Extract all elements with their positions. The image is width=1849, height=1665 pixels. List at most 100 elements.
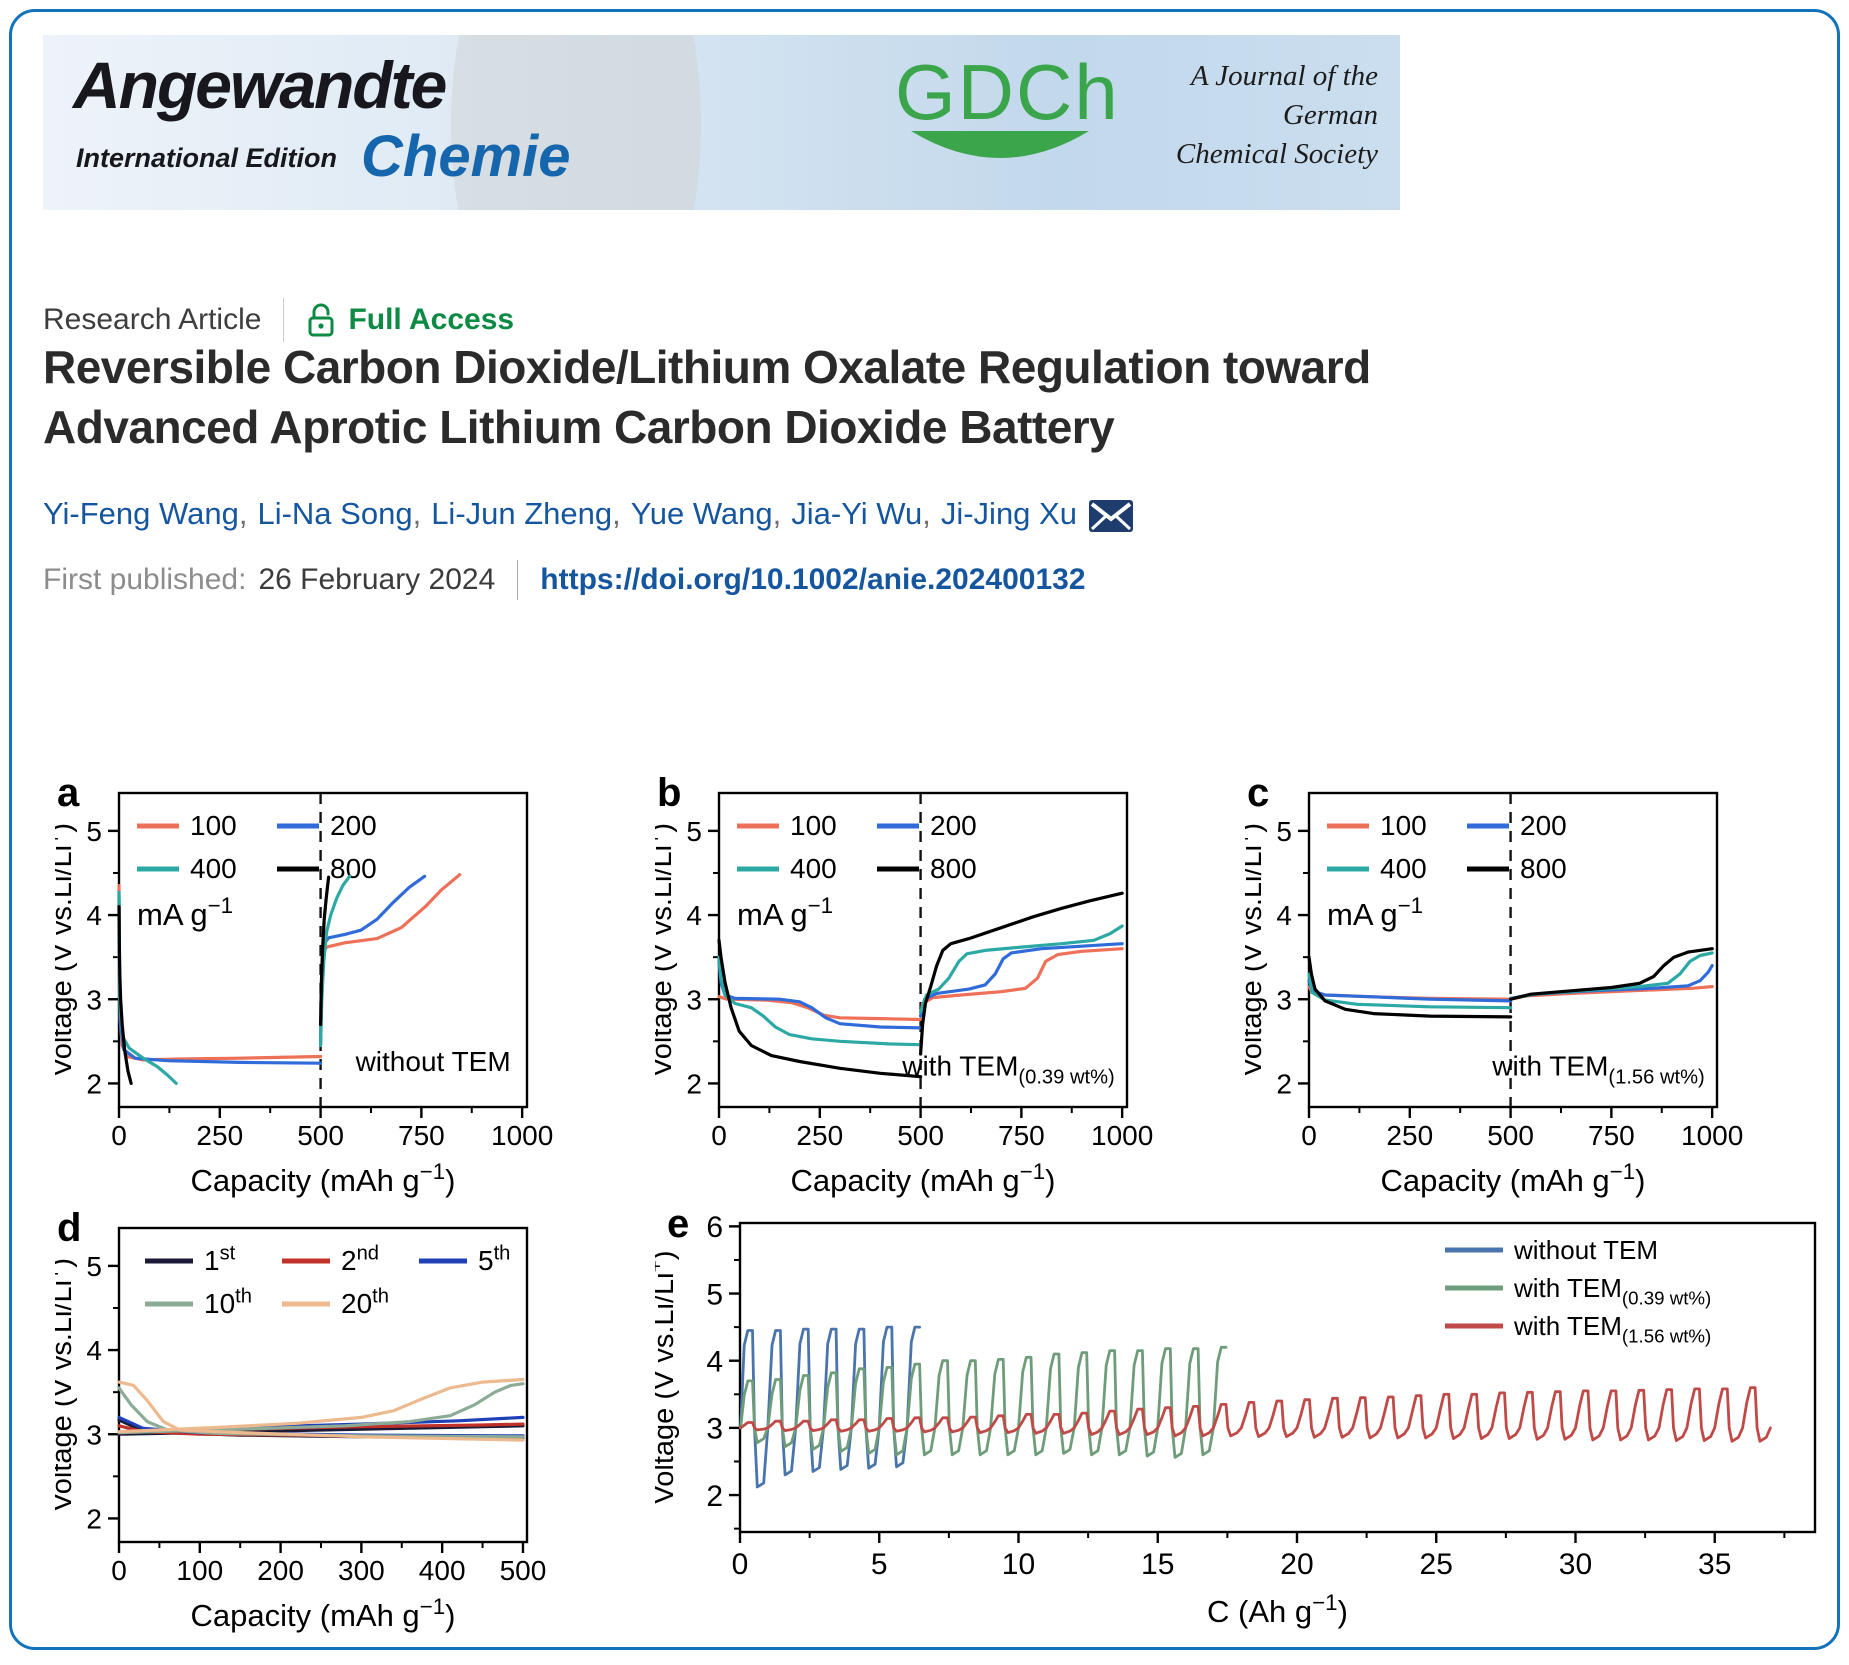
svg-text:without TEM: without TEM bbox=[1513, 1235, 1658, 1265]
svg-text:1st: 1st bbox=[204, 1242, 236, 1276]
open-lock-icon bbox=[308, 303, 334, 337]
svg-text:250: 250 bbox=[196, 1120, 243, 1151]
svg-text:500: 500 bbox=[897, 1120, 944, 1151]
svg-text:Voltage (V vs.Li/Li+): Voltage (V vs.Li/Li+) bbox=[55, 823, 78, 1077]
svg-text:Voltage (V vs.Li/Li+): Voltage (V vs.Li/Li+) bbox=[655, 823, 678, 1077]
svg-text:e: e bbox=[667, 1202, 689, 1246]
article-meta-row: Research Article Full Access bbox=[43, 296, 514, 344]
svg-text:C (Ah g−1): C (Ah g−1) bbox=[1207, 1590, 1348, 1629]
svg-text:200: 200 bbox=[330, 810, 377, 841]
author-separator: , bbox=[238, 496, 248, 531]
svg-text:mA g−1: mA g−1 bbox=[737, 893, 833, 932]
svg-text:4: 4 bbox=[86, 900, 102, 931]
svg-text:with TEM(0.39 wt%): with TEM(0.39 wt%) bbox=[901, 1051, 1115, 1089]
divider bbox=[283, 298, 285, 342]
gdch-arc-icon bbox=[911, 131, 1089, 158]
article-type-label: Research Article bbox=[43, 303, 262, 336]
chart-panel-a: a 0 250 500 750 1000 2 3 4 5 Capacity (mAh g−1) Vol… bbox=[42, 760, 655, 1205]
doi-link[interactable]: https://doi.org/10.1002/anie.202400132 bbox=[540, 563, 1086, 596]
svg-text:5: 5 bbox=[1276, 816, 1292, 847]
chart-panel-c: c 0 250 500 750 1000 2 3 4 5 Capacity (mAh g−1) Vol… bbox=[1232, 760, 1845, 1205]
svg-text:0: 0 bbox=[1301, 1120, 1317, 1151]
author-separator: , bbox=[922, 496, 931, 531]
svg-text:3: 3 bbox=[86, 984, 102, 1015]
svg-text:5: 5 bbox=[871, 1548, 888, 1581]
svg-text:0: 0 bbox=[732, 1548, 749, 1581]
journal-logo-angewandte: Angewandte bbox=[73, 48, 447, 122]
svg-text:30: 30 bbox=[1559, 1548, 1592, 1581]
svg-text:500: 500 bbox=[1487, 1120, 1534, 1151]
svg-text:with TEM(0.39 wt%): with TEM(0.39 wt%) bbox=[1513, 1273, 1711, 1308]
author-link[interactable]: Yue Wang bbox=[630, 496, 773, 531]
svg-text:Capacity (mAh g−1): Capacity (mAh g−1) bbox=[1381, 1159, 1646, 1198]
journal-tagline: A Journal of the German Chemical Society bbox=[1133, 57, 1378, 174]
author-link[interactable]: Li-Jun Zheng bbox=[431, 496, 613, 531]
journal-tagline-line: Chemical Society bbox=[1175, 138, 1378, 171]
svg-text:250: 250 bbox=[1386, 1120, 1433, 1151]
svg-text:400: 400 bbox=[790, 853, 837, 884]
svg-text:0: 0 bbox=[111, 1555, 127, 1586]
svg-text:200: 200 bbox=[1520, 810, 1567, 841]
journal-logo-chemie: Chemie bbox=[361, 124, 571, 189]
svg-text:300: 300 bbox=[338, 1555, 385, 1586]
author-link[interactable]: Ji-Jing Xu bbox=[940, 496, 1077, 531]
svg-text:Capacity (mAh g−1): Capacity (mAh g−1) bbox=[191, 1159, 456, 1198]
svg-text:800: 800 bbox=[330, 853, 377, 884]
author-separator: , bbox=[612, 496, 621, 531]
svg-text:20th: 20th bbox=[341, 1285, 389, 1319]
published-date: 26 February 2024 bbox=[258, 563, 496, 596]
svg-text:400: 400 bbox=[190, 853, 237, 884]
svg-text:1000: 1000 bbox=[1091, 1120, 1153, 1151]
svg-text:250: 250 bbox=[796, 1120, 843, 1151]
journal-banner[interactable]: Angewandte International Edition Chemie … bbox=[43, 35, 1400, 210]
svg-text:2: 2 bbox=[686, 1069, 702, 1100]
access-status: Full Access bbox=[306, 301, 514, 339]
svg-text:4: 4 bbox=[686, 900, 702, 931]
svg-text:100: 100 bbox=[176, 1555, 223, 1586]
journal-tagline-line: A Journal of the bbox=[1190, 60, 1378, 92]
svg-text:Capacity (mAh g−1): Capacity (mAh g−1) bbox=[191, 1594, 456, 1633]
svg-text:3: 3 bbox=[1276, 984, 1292, 1015]
author-separator: , bbox=[772, 496, 782, 531]
svg-text:400: 400 bbox=[419, 1555, 466, 1586]
svg-text:b: b bbox=[657, 771, 681, 815]
gdch-logo-text: GDCh bbox=[895, 48, 1120, 136]
svg-text:2: 2 bbox=[86, 1504, 102, 1535]
chart-svg-e: e 0 5 10 15 20 25 30 35 2 3 4 5 6 C (Ah g−1) Voltage (V… bbox=[644, 1202, 1817, 1629]
svg-text:4: 4 bbox=[706, 1346, 723, 1379]
chart-panel-e: e 0 5 10 15 20 25 30 35 2 3 4 5 6 C (Ah g−1) Voltage (V… bbox=[644, 1195, 1845, 1660]
email-icon[interactable] bbox=[1088, 500, 1133, 532]
svg-text:35: 35 bbox=[1698, 1548, 1731, 1581]
full-access-label: Full Access bbox=[348, 303, 515, 336]
author-link[interactable]: Li-Na Song bbox=[257, 496, 413, 531]
svg-text:5: 5 bbox=[706, 1278, 723, 1311]
svg-text:2nd: 2nd bbox=[341, 1242, 379, 1276]
chart-svg-c: c 0 250 500 750 1000 2 3 4 5 Capacity (mAh g−1) Vol… bbox=[1232, 771, 1743, 1198]
chart-panel-b: b 0 250 500 750 1000 2 3 4 5 Capacity (mAh g−1) Vol… bbox=[642, 760, 1255, 1205]
chart-panel-d: d 0 100 200 300 400 500 2 3 4 5 Capacity (mAh g−1) V… bbox=[42, 1195, 655, 1660]
svg-text:Voltage (V vs.Li/Li+): Voltage (V vs.Li/Li+) bbox=[1245, 823, 1268, 1077]
svg-text:2: 2 bbox=[706, 1480, 723, 1513]
svg-text:500: 500 bbox=[500, 1555, 547, 1586]
svg-text:800: 800 bbox=[930, 853, 977, 884]
svg-text:5: 5 bbox=[86, 1251, 102, 1282]
svg-text:6: 6 bbox=[706, 1211, 723, 1244]
svg-text:500: 500 bbox=[297, 1120, 344, 1151]
svg-text:Capacity (mAh g−1): Capacity (mAh g−1) bbox=[791, 1159, 1056, 1198]
journal-tagline-line: German bbox=[1282, 99, 1378, 132]
svg-text:without TEM: without TEM bbox=[355, 1046, 511, 1077]
svg-text:1000: 1000 bbox=[1681, 1120, 1743, 1151]
svg-text:5th: 5th bbox=[478, 1242, 510, 1276]
svg-text:c: c bbox=[1247, 771, 1269, 815]
svg-text:with TEM(1.56 wt%): with TEM(1.56 wt%) bbox=[1491, 1051, 1705, 1089]
published-row: First published: 26 February 2024 https:… bbox=[43, 560, 1086, 600]
author-link[interactable]: Yi-Feng Wang bbox=[43, 496, 239, 531]
svg-text:25: 25 bbox=[1420, 1548, 1453, 1581]
svg-text:15: 15 bbox=[1141, 1548, 1174, 1581]
svg-text:5: 5 bbox=[86, 816, 102, 847]
chart-svg-a: a 0 250 500 750 1000 2 3 4 5 Capacity (mAh g−1) Vol… bbox=[42, 771, 553, 1198]
svg-text:d: d bbox=[57, 1206, 81, 1250]
author-link[interactable]: Jia-Yi Wu bbox=[791, 496, 923, 531]
svg-text:200: 200 bbox=[257, 1555, 304, 1586]
